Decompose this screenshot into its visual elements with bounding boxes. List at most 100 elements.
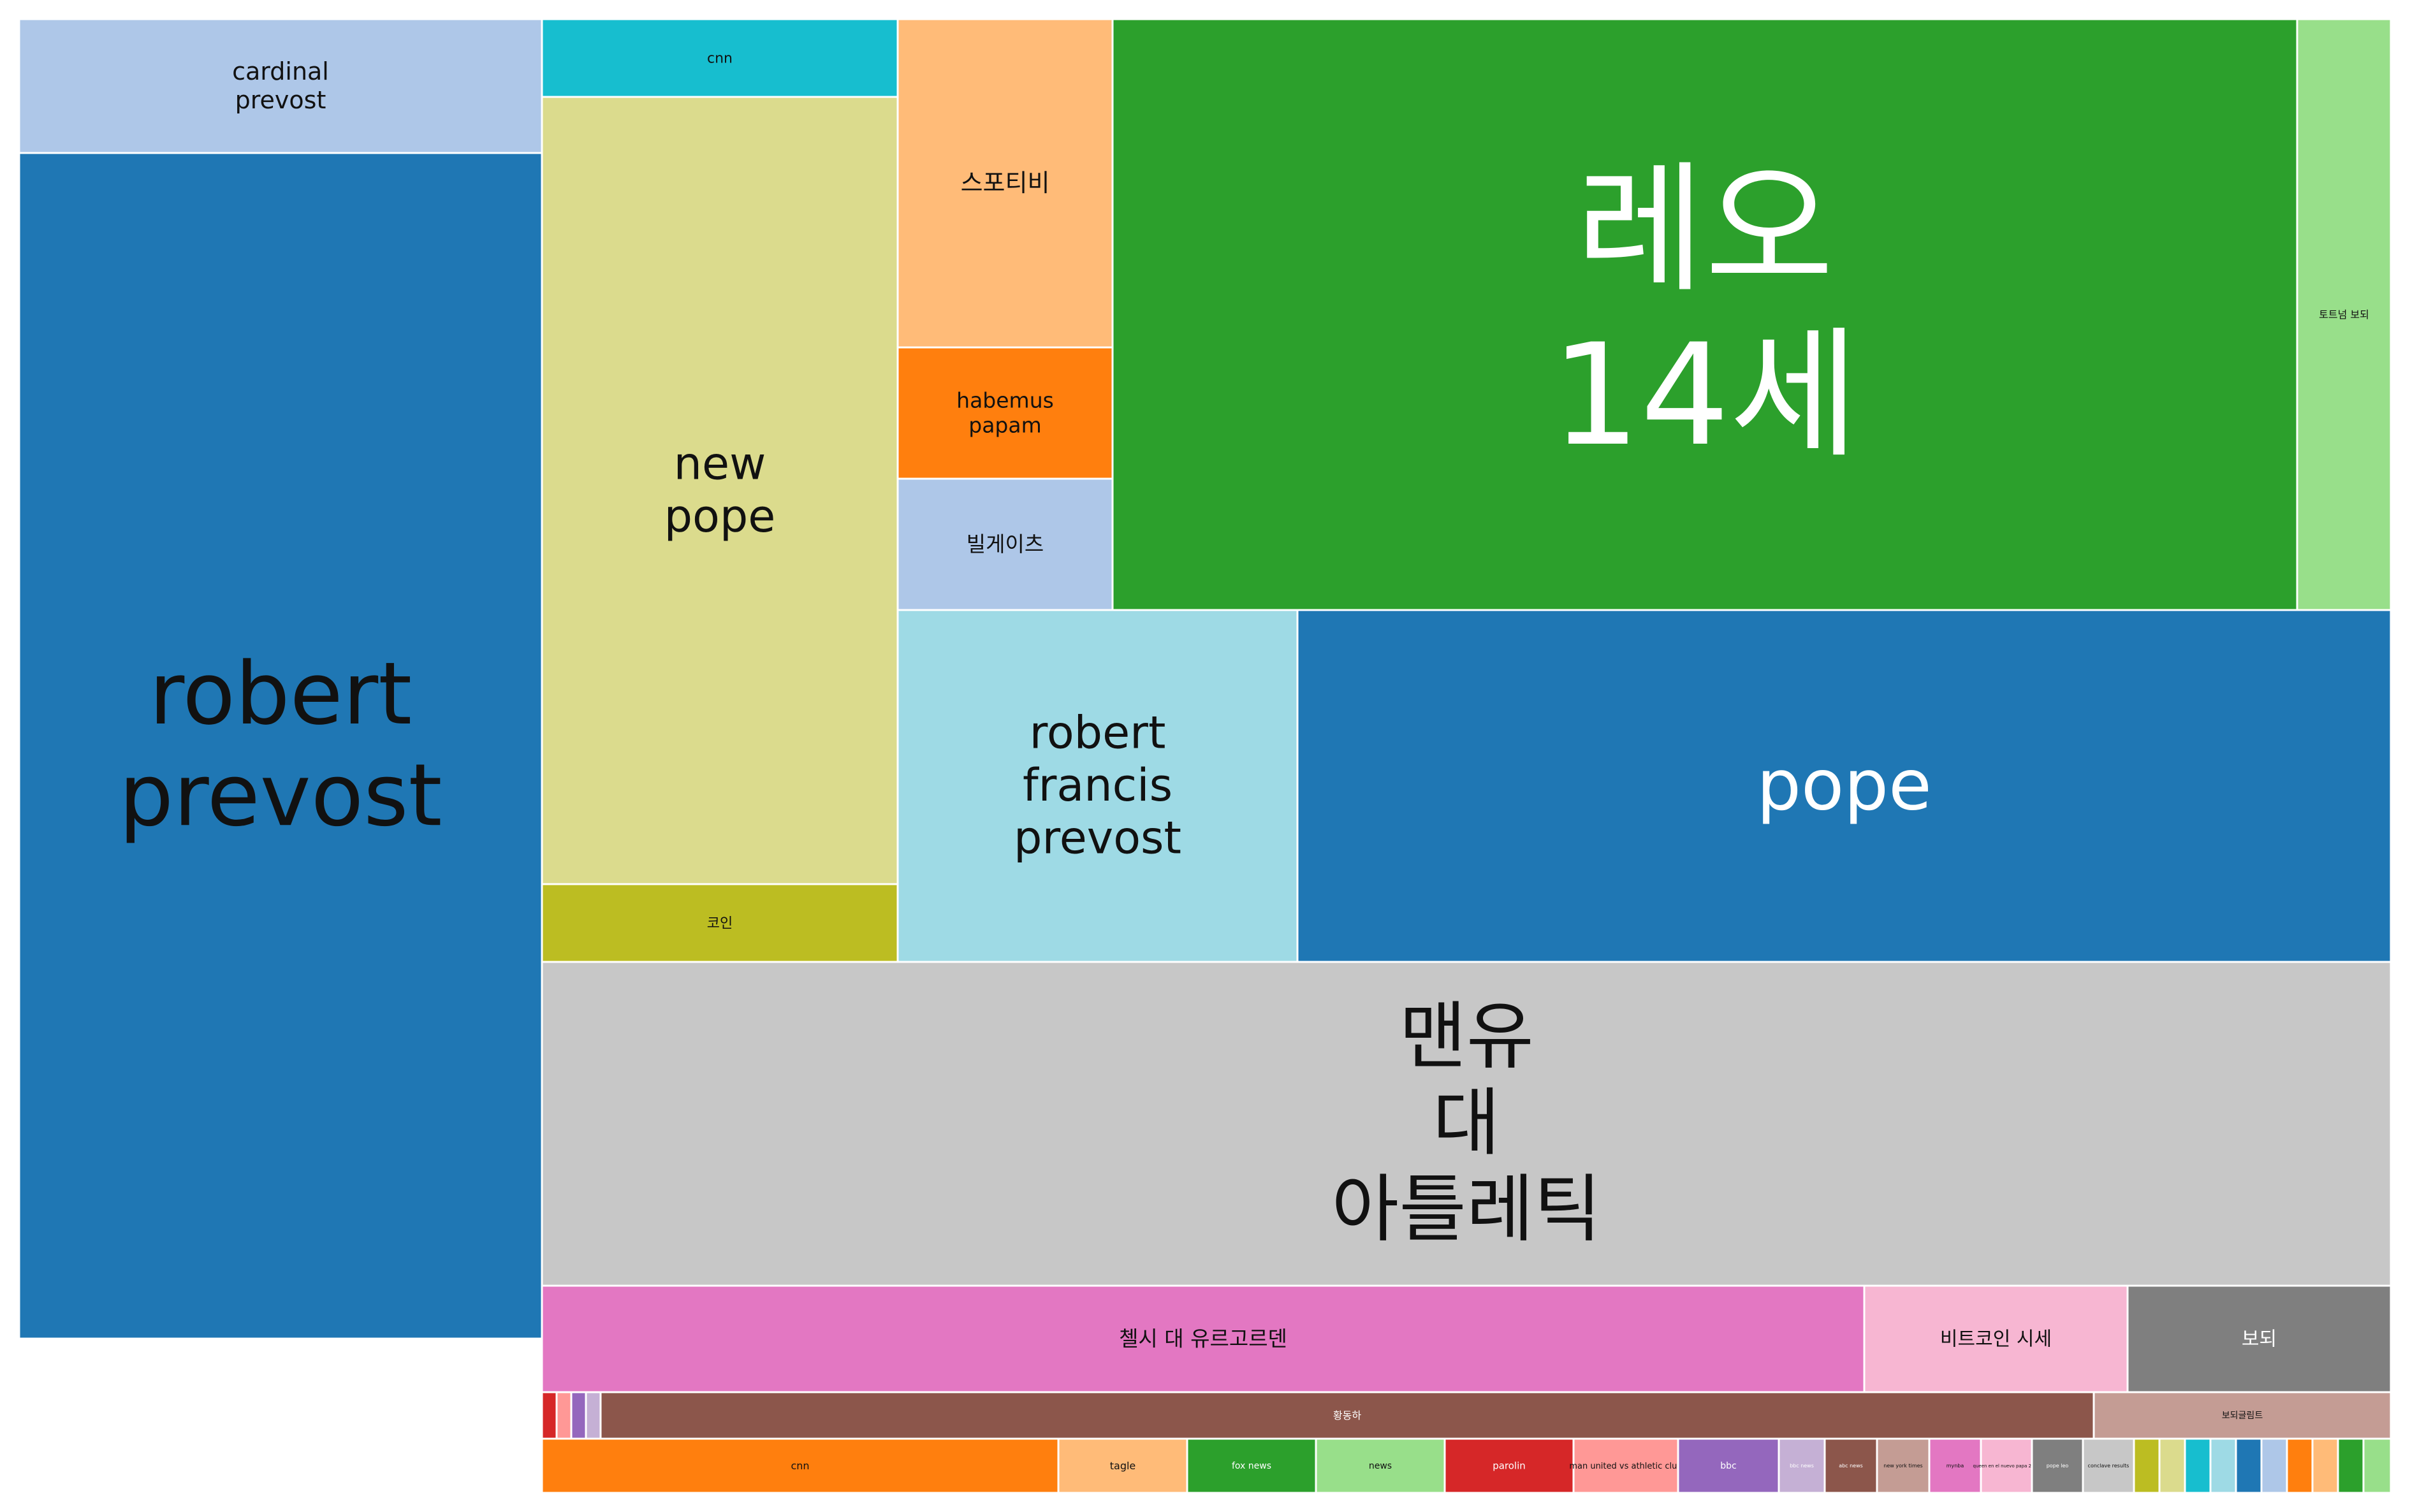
treemap-rect (2235, 1437, 2263, 1494)
treemap-label: abc news (1839, 1463, 1863, 1469)
treemap-label: pope (1756, 744, 1932, 825)
treemap-tile-item-17: 보되글림트 (2092, 1391, 2392, 1440)
treemap-tile-item-5: 스포티비 (896, 18, 1114, 349)
treemap-tile-item-15: 보되 (2126, 1284, 2392, 1393)
treemap-tile-cardinal-prevost: cardinal prevost (18, 18, 543, 154)
treemap-label: 보되글림트 (2222, 1411, 2263, 1421)
treemap-label: fox news (1232, 1461, 1271, 1471)
treemap-tile-item-13: 첼시 대 유르고르덴 (541, 1284, 1866, 1393)
treemap-tile-pope-leo: pope leo (2031, 1437, 2084, 1494)
treemap-tile-robert-francis-prevost: robert francis prevost (896, 609, 1299, 963)
treemap-rect (2311, 1437, 2339, 1494)
treemap-rect (2362, 1437, 2392, 1494)
treemap-label: 빌게이츠 (967, 532, 1044, 556)
treemap-rect (1778, 1437, 1826, 1494)
treemap-rect (1876, 1437, 1931, 1494)
treemap-rect (2337, 1437, 2365, 1494)
treemap-rect (2126, 1284, 2392, 1393)
treemap-rect (1443, 1437, 1575, 1494)
treemap-rect (2260, 1437, 2288, 1494)
treemap-label: 보되 (2242, 1328, 2277, 1350)
treemap-rect (896, 18, 1114, 349)
treemap-tile-item-4: 코인 (541, 883, 899, 963)
treemap-label: man united vs athletic club (1569, 1462, 1682, 1471)
treemap-tile-item-7: 빌게이츠 (896, 477, 1114, 611)
treemap-rect (896, 477, 1114, 611)
treemap-label: 토트넘 보되 (2319, 309, 2369, 321)
treemap-tile-item-42 (2286, 1437, 2314, 1494)
treemap-rect (1111, 18, 2298, 611)
treemap-label: cnn (707, 50, 733, 66)
treemap-rect (2031, 1437, 2084, 1494)
treemap-rect (599, 1391, 2095, 1440)
treemap-rect (896, 346, 1114, 480)
treemap-label: parolin (1493, 1460, 1526, 1471)
treemap-tile-item-37 (2158, 1437, 2186, 1494)
treemap-tile-man-united-vs-athletic-club: man united vs athletic club (1569, 1437, 1683, 1494)
treemap-rect (1863, 1284, 2129, 1393)
treemap-label: 황동하 (1333, 1409, 1361, 1421)
treemap-tile-mynba: mynba (1928, 1437, 1982, 1494)
treemap-tile-item-40 (2235, 1437, 2263, 1494)
treemap-rect (585, 1391, 602, 1440)
treemap-label: 레오 14세 (1551, 148, 1859, 477)
treemap-label: mynba (1946, 1463, 1964, 1469)
treemap-tile-robert-prevost: robert prevost (18, 152, 543, 1340)
treemap-label: bbc (1720, 1461, 1736, 1471)
treemap-tile-bbc-news: bbc news (1778, 1437, 1826, 1494)
treemap-rect (2209, 1437, 2237, 1494)
treemap-rect (18, 18, 543, 154)
treemap-tile-item-36 (2133, 1437, 2161, 1494)
treemap-rect (1296, 609, 2392, 963)
treemap-label: queen en el nuevo papa 2025 (1973, 1464, 2040, 1469)
treemap-label: tagle (1110, 1460, 1136, 1472)
treemap-rect (1572, 1437, 1679, 1494)
treemap-label: conclave results (2088, 1463, 2129, 1469)
treemap-tile-item-43 (2311, 1437, 2339, 1494)
treemap-tile-pope: pope (1296, 609, 2392, 963)
treemap-rect (541, 1391, 558, 1440)
treemap-tile-item-41 (2260, 1437, 2288, 1494)
treemap-rect (2133, 1437, 2161, 1494)
treemap-tile-item-44 (2337, 1437, 2365, 1494)
treemap-rect (541, 96, 899, 885)
treemap-tile-item-20 (570, 1391, 587, 1440)
treemap-label: news (1369, 1461, 1392, 1471)
treemap-tile-tagle: tagle (1057, 1437, 1188, 1494)
treemap-tile-habemus-papam: habemus papam (896, 346, 1114, 480)
treemap-rect (2092, 1391, 2392, 1440)
treemap-rect (2158, 1437, 2186, 1494)
treemap-rect (1315, 1437, 1446, 1494)
treemap-rect (896, 609, 1299, 963)
treemap-tile-item-38 (2184, 1437, 2212, 1494)
treemap-tile-parolin: parolin (1443, 1437, 1575, 1494)
treemap-tile-conclave-results: conclave results (2082, 1437, 2135, 1494)
treemap-label: new pope (664, 437, 776, 542)
treemap-tile-item-9: 토트넘 보되 (2296, 18, 2392, 611)
treemap-rect (1057, 1437, 1188, 1494)
treemap-tile-item-45 (2362, 1437, 2392, 1494)
treemap-tile-cnn: cnn (541, 18, 899, 98)
treemap-label: pope leo (2047, 1463, 2069, 1469)
treemap-rect (570, 1391, 587, 1440)
treemap-tile-bbc: bbc (1677, 1437, 1780, 1494)
treemap-tile-item-16: 황동하 (599, 1391, 2095, 1440)
treemap-tile-abc-news: abc news (1823, 1437, 1878, 1494)
treemap-tile-cnn: cnn (541, 1437, 1060, 1494)
treemap-label: 맨유 대 아틀레틱 (1331, 994, 1601, 1252)
treemap-tile-new-pope: new pope (541, 96, 899, 885)
treemap-label: new york times (1883, 1463, 1922, 1469)
treemap-rect (541, 961, 2392, 1287)
treemap-label: cardinal prevost (232, 57, 329, 114)
treemap-label: 비트코인 시세 (1940, 1328, 2052, 1350)
treemap-rect (1928, 1437, 1982, 1494)
treemap-tile-fox-news: fox news (1186, 1437, 1317, 1494)
treemap-label: bbc news (1790, 1463, 1814, 1469)
treemap-tile-news: news (1315, 1437, 1446, 1494)
treemap-rect (18, 152, 543, 1340)
treemap-tile-item-21 (585, 1391, 602, 1440)
treemap-tile-queen-en-el-nuevo-papa-2025: queen en el nuevo papa 2025 (1973, 1437, 2040, 1494)
treemap-label: cnn (791, 1460, 809, 1472)
treemap-label: 코인 (707, 915, 733, 931)
